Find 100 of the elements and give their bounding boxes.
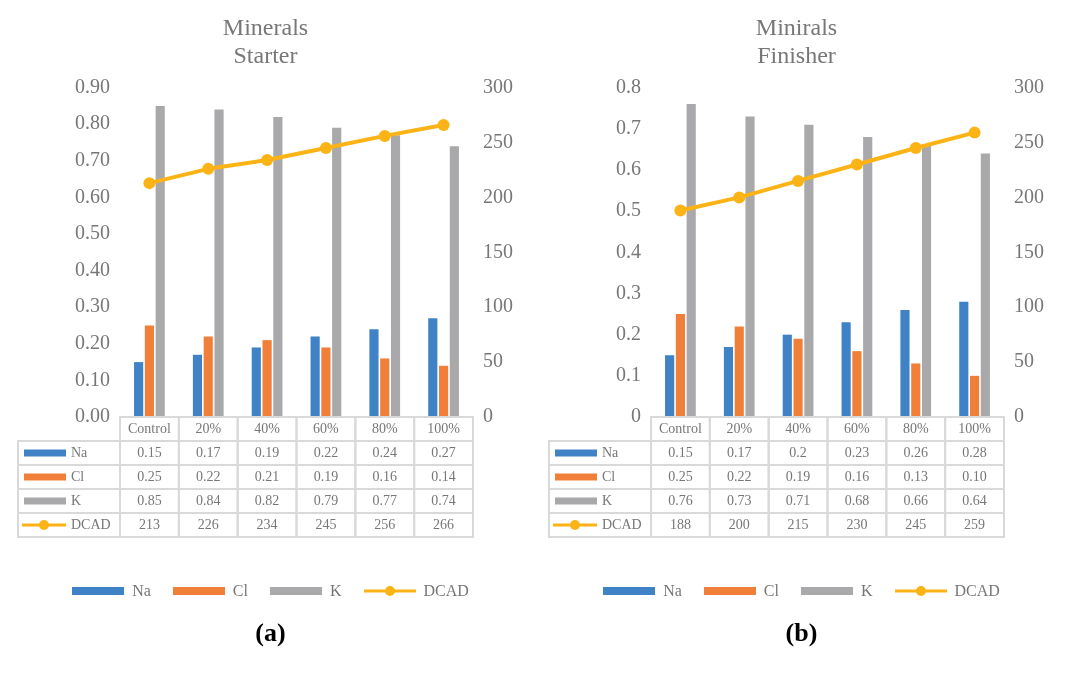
data-label: 0.15 <box>668 444 693 460</box>
data-label: 0.26 <box>903 444 928 460</box>
data-label: 0.73 <box>727 492 752 508</box>
y2-tick-label: 250 <box>1014 129 1044 152</box>
legend-label: K <box>602 492 613 508</box>
data-label: 0.25 <box>668 468 693 484</box>
x-tick-label: 100% <box>427 420 461 436</box>
data-label: 0.16 <box>372 468 397 484</box>
data-label: 226 <box>197 516 219 532</box>
y-tick-label: 0.8 <box>616 74 641 97</box>
text: (a) <box>254 618 287 648</box>
data-label: 0.19 <box>313 468 339 484</box>
data-label: 0.79 <box>313 492 339 508</box>
y-tick-label: 0.80 <box>75 111 110 134</box>
data-label: 0.74 <box>431 492 456 508</box>
y-tick-label: 0.20 <box>75 331 110 354</box>
legend-label: K <box>71 492 82 508</box>
x-tick-label: 40% <box>785 420 812 436</box>
data-label: 0.10 <box>962 468 987 484</box>
data-label: 0.71 <box>785 492 811 508</box>
y-tick-label: 0.5 <box>616 198 641 221</box>
data-label: 0.76 <box>668 492 693 508</box>
y-tick-label: 0.40 <box>75 257 110 280</box>
data-label: 0.84 <box>196 492 221 508</box>
text: Na <box>132 581 151 599</box>
data-label: 259 <box>964 516 986 532</box>
data-label: 0.22 <box>196 468 221 484</box>
x-tick-label: 100% <box>958 420 992 436</box>
y-tick-label: 0 <box>631 404 641 427</box>
data-label: 0.66 <box>903 492 928 508</box>
x-tick-label: 80% <box>371 420 398 436</box>
x-tick-label: 20% <box>726 420 753 436</box>
y-tick-label: 0.1 <box>616 363 641 386</box>
data-label: 256 <box>374 516 396 532</box>
data-label: 0.82 <box>254 492 280 508</box>
text: K <box>860 581 873 599</box>
y-tick-label: 0.4 <box>616 239 641 262</box>
data-label: 0.25 <box>137 468 162 484</box>
data-label: 0.14 <box>431 468 456 484</box>
data-label: 0.22 <box>313 444 339 460</box>
chart-subtitle: Finisher <box>757 42 836 69</box>
x-tick-label: Control <box>128 420 171 436</box>
data-label: 215 <box>787 516 809 532</box>
y2-tick-label: 150 <box>483 239 513 262</box>
text: DCAD <box>954 581 1000 599</box>
text: (b) <box>784 618 819 648</box>
y2-tick-label: 300 <box>1014 74 1044 97</box>
x-tick-label: Control <box>659 420 702 436</box>
x-tick-label: 80% <box>902 420 929 436</box>
y-tick-label: 0.70 <box>75 148 110 171</box>
y2-tick-label: 0 <box>483 404 493 427</box>
y-tick-label: 0.2 <box>616 321 641 344</box>
y-tick-label: 0.90 <box>75 74 110 97</box>
data-label: 0.23 <box>844 444 870 460</box>
legend-label: Cl <box>71 468 85 484</box>
y2-tick-label: 50 <box>483 349 503 372</box>
data-label: 0.27 <box>431 444 456 460</box>
chart-title: Minirals <box>755 13 838 40</box>
legend-label: DCAD <box>71 516 111 532</box>
y-tick-label: 0.60 <box>75 184 110 207</box>
data-label: 0.2 <box>789 444 807 460</box>
data-label: 266 <box>433 516 455 532</box>
text: K <box>329 581 342 599</box>
y2-tick-label: 0 <box>1014 404 1024 427</box>
y-tick-label: 0.10 <box>75 367 110 390</box>
data-label: 0.22 <box>727 468 752 484</box>
y2-tick-label: 50 <box>1014 349 1034 372</box>
data-label: 0.17 <box>727 444 752 460</box>
x-tick-label: 20% <box>195 420 222 436</box>
data-label: 0.19 <box>254 444 280 460</box>
data-label: 234 <box>256 516 278 532</box>
data-label: 0.19 <box>785 468 811 484</box>
y2-tick-label: 150 <box>1014 239 1044 262</box>
text: Cl <box>763 581 779 599</box>
chart-subtitle: Starter <box>233 42 298 69</box>
y2-tick-label: 100 <box>483 294 513 317</box>
y2-tick-label: 300 <box>483 74 513 97</box>
data-label: 0.64 <box>962 492 987 508</box>
y2-tick-label: 100 <box>1014 294 1044 317</box>
data-label: 245 <box>315 516 337 532</box>
data-label: 0.13 <box>903 468 928 484</box>
x-tick-label: 40% <box>254 420 281 436</box>
y-tick-label: 0.7 <box>616 116 641 139</box>
data-label: 188 <box>669 516 691 532</box>
y-tick-label: 0.30 <box>75 294 110 317</box>
x-tick-label: 60% <box>844 420 871 436</box>
chart-title: Minerals <box>222 13 309 40</box>
y-tick-label: 0.3 <box>616 280 641 303</box>
data-label: 0.16 <box>844 468 870 484</box>
legend-label: Na <box>71 444 89 460</box>
data-label: 0.21 <box>254 468 280 484</box>
data-label: 230 <box>846 516 868 532</box>
legend-label: Cl <box>602 468 616 484</box>
data-label: 0.77 <box>372 492 397 508</box>
y2-tick-label: 250 <box>483 129 513 152</box>
legend-label: Na <box>602 444 620 460</box>
data-label: 0.17 <box>196 444 221 460</box>
y-tick-label: 0.6 <box>616 157 641 180</box>
x-tick-label: 60% <box>313 420 340 436</box>
text: Na <box>663 581 682 599</box>
